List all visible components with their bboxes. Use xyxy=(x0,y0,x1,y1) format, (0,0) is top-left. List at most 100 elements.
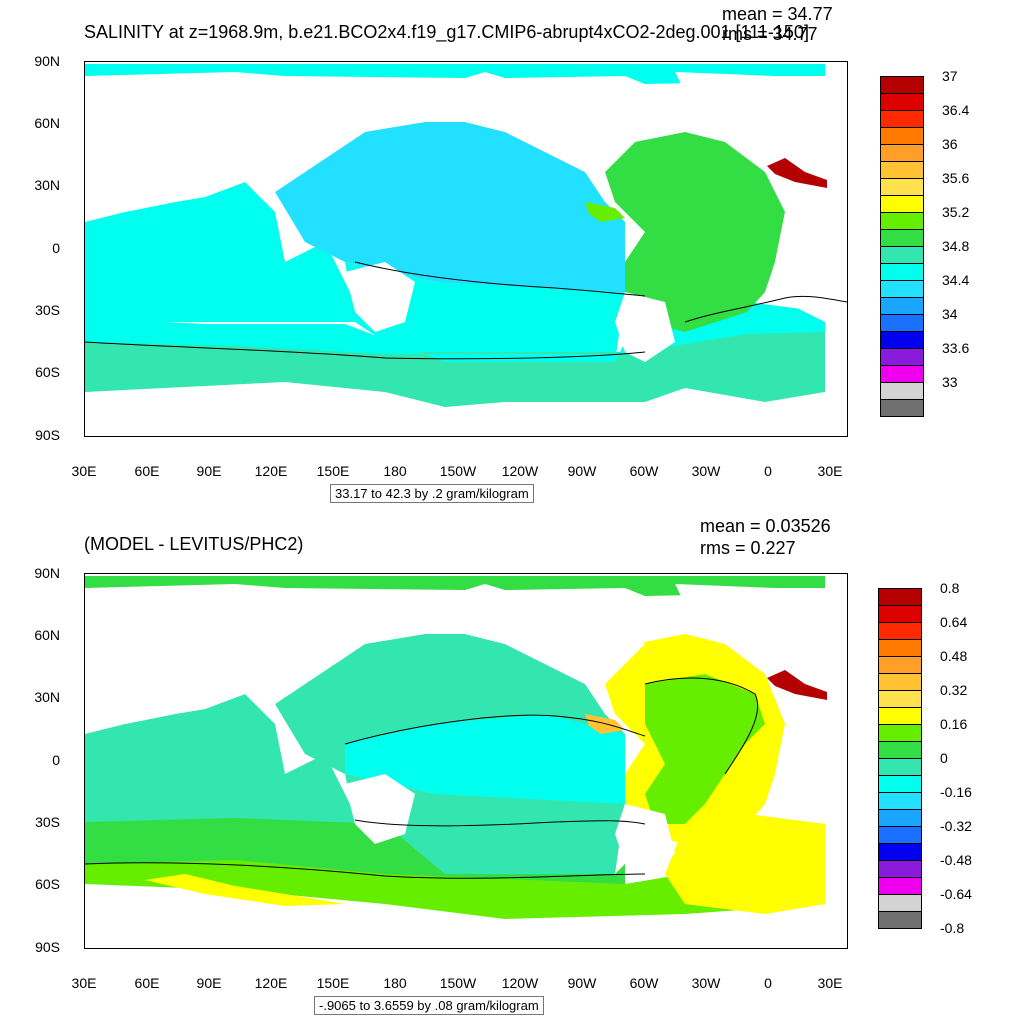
colorbar: 37 36.4 36 35.6 35.2 34.8 34.4 34 33.6 33 xyxy=(880,68,969,417)
colorbar-swatch xyxy=(880,382,924,400)
colorbar-swatch xyxy=(880,110,924,128)
rms-label: rms = 34.77 xyxy=(722,24,818,44)
lon-label: 30E xyxy=(71,463,97,479)
colorbar-label: 35.2 xyxy=(942,204,970,220)
lat-label: 90N xyxy=(34,565,60,581)
map-title: SALINITY at z=1968.9m, b.e21.BCO2x4.f19_… xyxy=(84,22,809,42)
contour-line xyxy=(644,677,759,775)
colorbar-swatch xyxy=(878,605,922,623)
lon-label: 90E xyxy=(196,975,222,991)
lon-label: 180 xyxy=(383,463,407,479)
colorbar-swatch xyxy=(878,809,922,827)
contour-line xyxy=(354,819,646,827)
contour-line xyxy=(344,714,646,745)
lon-label: 150W xyxy=(439,975,477,991)
south-atlantic-yellow-region xyxy=(665,814,825,914)
africa-landmass xyxy=(775,714,825,824)
difference-map-panel: (MODEL - LEVITUS/PHC2) mean = 0.03526 rm… xyxy=(0,512,1024,1024)
lon-label: 90E xyxy=(196,463,222,479)
mediterranean-region xyxy=(767,670,827,700)
north-america-landmass xyxy=(465,102,645,172)
indian-ocean-region xyxy=(85,694,355,824)
rms-label: rms = 0.227 xyxy=(700,538,796,558)
lon-label: 30W xyxy=(691,463,721,479)
north-america-landmass xyxy=(465,614,645,684)
lat-label: 60N xyxy=(34,627,60,643)
colorbar-label: 0.16 xyxy=(940,716,968,732)
colorbar-swatch xyxy=(878,673,922,691)
colorbar-label: -0.8 xyxy=(940,920,965,936)
colorbar-label: 34 xyxy=(942,306,958,322)
greenland-landmass xyxy=(675,584,775,634)
contour-line xyxy=(85,341,646,360)
lat-label: 60S xyxy=(35,364,60,380)
colorbar-swatch xyxy=(878,775,922,793)
lon-label: 90W xyxy=(567,975,597,991)
lon-label: 150W xyxy=(439,463,477,479)
map-title: (MODEL - LEVITUS/PHC2) xyxy=(84,534,304,554)
lat-label: 90S xyxy=(35,427,60,443)
atlantic-ocean-region xyxy=(605,132,785,332)
colorbar-swatch xyxy=(878,860,922,878)
colorbar-swatch xyxy=(878,656,922,674)
lon-label: 60E xyxy=(134,975,160,991)
lon-label: 30W xyxy=(691,975,721,991)
lat-label: 0 xyxy=(52,240,60,256)
lat-label: 30N xyxy=(34,177,60,193)
lat-label: 90S xyxy=(35,939,60,955)
colorbar-label: 0.64 xyxy=(940,614,968,630)
contour-line xyxy=(354,261,646,297)
colorbar-label: 37 xyxy=(942,68,958,84)
mean-label: mean = 34.77 xyxy=(722,4,833,24)
lon-label: 0 xyxy=(764,463,772,479)
australia-landmass xyxy=(345,262,415,332)
arctic-ocean-region xyxy=(85,576,825,604)
colorbar-label: 34.8 xyxy=(942,238,970,254)
colorbar-label: 35.6 xyxy=(942,170,970,186)
colorbar-swatch xyxy=(880,161,924,179)
colorbar-swatch xyxy=(880,144,924,162)
colorbar-swatch xyxy=(878,724,922,742)
southern-ocean-lime-band xyxy=(85,860,825,919)
lon-label: 90W xyxy=(567,463,597,479)
lon-label: 120E xyxy=(254,975,288,991)
africa-landmass xyxy=(775,202,825,322)
colorbar-swatch xyxy=(880,263,924,281)
lon-label: 120W xyxy=(501,463,539,479)
lon-label: 30E xyxy=(817,975,843,991)
colorbar-swatch xyxy=(880,246,924,264)
colorbar-swatch xyxy=(878,758,922,776)
lon-label: 60E xyxy=(134,463,160,479)
colorbar-swatch xyxy=(878,588,922,606)
equatorial-pacific-region xyxy=(345,714,625,804)
colorbar-swatch xyxy=(880,331,924,349)
atlantic-green-region xyxy=(645,674,765,824)
lon-label: 150E xyxy=(316,975,350,991)
asia-landmass xyxy=(85,92,365,212)
colorbar-label: 36 xyxy=(942,136,958,152)
lon-label: 120W xyxy=(501,975,539,991)
colorbar-swatch xyxy=(880,127,924,145)
colorbar-swatch xyxy=(880,297,924,315)
lon-label: 0 xyxy=(764,975,772,991)
colorbar-swatch xyxy=(878,843,922,861)
colorbar: 0.8 0.64 0.48 0.32 0.16 0 -0.16 -0.32 -0.48 -0.64… xyxy=(878,580,972,936)
salinity-map-svg xyxy=(85,64,847,407)
colorbar-label: 0 xyxy=(940,750,948,766)
lat-label: 60N xyxy=(34,115,60,131)
lat-label: 30S xyxy=(35,302,60,318)
colorbar-swatch xyxy=(878,911,922,929)
lon-label: 60W xyxy=(629,463,659,479)
colorbar-swatch xyxy=(880,212,924,230)
lon-label: 180 xyxy=(383,975,407,991)
colorbar-swatch xyxy=(878,877,922,895)
salinity-map-panel: SALINITY at z=1968.9m, b.e21.BCO2x4.f19_… xyxy=(34,4,969,503)
colorbar-label: -0.48 xyxy=(940,852,972,868)
colorbar-swatch xyxy=(880,93,924,111)
colorbar-swatch xyxy=(878,622,922,640)
colorbar-label: 33 xyxy=(942,374,958,390)
colorbar-swatch xyxy=(878,690,922,708)
lat-label: 30N xyxy=(34,689,60,705)
difference-map-plot xyxy=(84,573,848,949)
colorbar-label: -0.16 xyxy=(940,784,972,800)
